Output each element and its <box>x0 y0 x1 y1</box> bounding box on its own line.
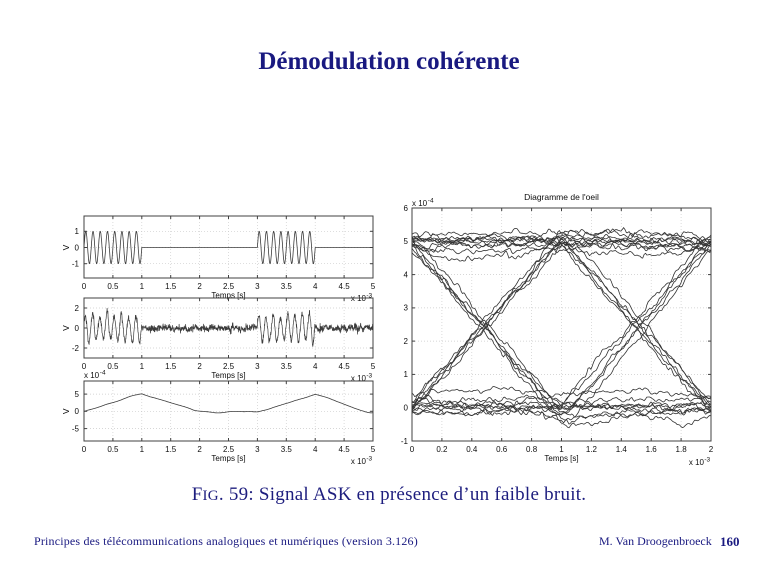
svg-text:2: 2 <box>709 445 714 454</box>
svg-text:0: 0 <box>75 407 80 416</box>
svg-text:2.5: 2.5 <box>223 362 235 371</box>
svg-text:1.5: 1.5 <box>165 282 177 291</box>
svg-text:V: V <box>61 325 71 331</box>
svg-text:0: 0 <box>75 243 80 252</box>
svg-text:x 10: x 10 <box>84 371 100 380</box>
svg-text:3: 3 <box>255 362 260 371</box>
svg-text:0: 0 <box>82 362 87 371</box>
svg-text:4: 4 <box>313 282 318 291</box>
svg-text:1: 1 <box>140 282 145 291</box>
svg-text:0: 0 <box>82 282 87 291</box>
svg-text:1.5: 1.5 <box>165 362 177 371</box>
svg-text:0.5: 0.5 <box>107 362 119 371</box>
svg-text:-4: -4 <box>100 370 106 377</box>
svg-text:4: 4 <box>404 270 409 279</box>
svg-text:0.4: 0.4 <box>466 445 478 454</box>
svg-text:5: 5 <box>75 390 80 399</box>
svg-text:x 10: x 10 <box>689 458 705 467</box>
svg-text:V: V <box>61 244 71 250</box>
svg-text:2: 2 <box>404 337 409 346</box>
svg-text:Temps [s]: Temps [s] <box>211 291 245 300</box>
svg-text:4: 4 <box>313 445 318 454</box>
svg-text:6: 6 <box>404 204 409 213</box>
svg-text:5: 5 <box>371 362 376 371</box>
svg-text:-1: -1 <box>401 437 409 446</box>
svg-text:0.8: 0.8 <box>526 445 538 454</box>
svg-text:3.5: 3.5 <box>281 445 293 454</box>
svg-text:1.4: 1.4 <box>616 445 628 454</box>
svg-text:0.6: 0.6 <box>496 445 508 454</box>
svg-text:4: 4 <box>313 362 318 371</box>
svg-text:2.5: 2.5 <box>223 445 235 454</box>
svg-text:1.6: 1.6 <box>646 445 658 454</box>
svg-text:0.5: 0.5 <box>107 445 119 454</box>
svg-text:2: 2 <box>197 445 202 454</box>
svg-text:2.5: 2.5 <box>223 282 235 291</box>
svg-text:5: 5 <box>404 237 409 246</box>
svg-text:1: 1 <box>75 227 80 236</box>
svg-text:-1: -1 <box>72 260 80 269</box>
svg-text:2: 2 <box>197 282 202 291</box>
svg-text:0.5: 0.5 <box>107 282 119 291</box>
svg-text:2: 2 <box>197 362 202 371</box>
svg-text:0: 0 <box>410 445 415 454</box>
svg-text:0.2: 0.2 <box>436 445 448 454</box>
svg-text:1.2: 1.2 <box>586 445 598 454</box>
svg-text:4.5: 4.5 <box>339 445 351 454</box>
svg-text:3: 3 <box>255 445 260 454</box>
svg-text:1: 1 <box>140 362 145 371</box>
svg-text:0: 0 <box>404 404 409 413</box>
svg-text:3: 3 <box>404 304 409 313</box>
svg-text:1: 1 <box>140 445 145 454</box>
svg-text:-3: -3 <box>366 293 372 300</box>
svg-text:Temps [s]: Temps [s] <box>211 454 245 463</box>
svg-text:4.5: 4.5 <box>339 282 351 291</box>
svg-text:Temps [s]: Temps [s] <box>211 371 245 380</box>
svg-text:1: 1 <box>559 445 564 454</box>
svg-text:5: 5 <box>371 282 376 291</box>
svg-text:-2: -2 <box>72 344 80 353</box>
svg-text:x 10: x 10 <box>412 199 428 208</box>
svg-text:3.5: 3.5 <box>281 362 293 371</box>
svg-text:2: 2 <box>75 304 80 313</box>
svg-text:3: 3 <box>255 282 260 291</box>
svg-text:x 10: x 10 <box>351 374 367 383</box>
svg-text:4.5: 4.5 <box>339 362 351 371</box>
svg-text:1: 1 <box>404 370 409 379</box>
svg-text:-3: -3 <box>366 373 372 380</box>
svg-text:-3: -3 <box>704 457 710 464</box>
svg-text:0: 0 <box>82 445 87 454</box>
svg-text:-5: -5 <box>72 424 80 433</box>
svg-text:0: 0 <box>75 324 80 333</box>
svg-text:-4: -4 <box>428 198 434 205</box>
svg-text:V: V <box>61 408 71 414</box>
svg-text:1.8: 1.8 <box>676 445 688 454</box>
svg-text:Temps [s]: Temps [s] <box>544 454 578 463</box>
svg-text:3.5: 3.5 <box>281 282 293 291</box>
svg-text:Diagramme de l'oeil: Diagramme de l'oeil <box>524 192 599 202</box>
svg-text:x 10: x 10 <box>351 457 367 466</box>
svg-text:1.5: 1.5 <box>165 445 177 454</box>
svg-text:5: 5 <box>371 445 376 454</box>
svg-text:-3: -3 <box>366 456 372 463</box>
